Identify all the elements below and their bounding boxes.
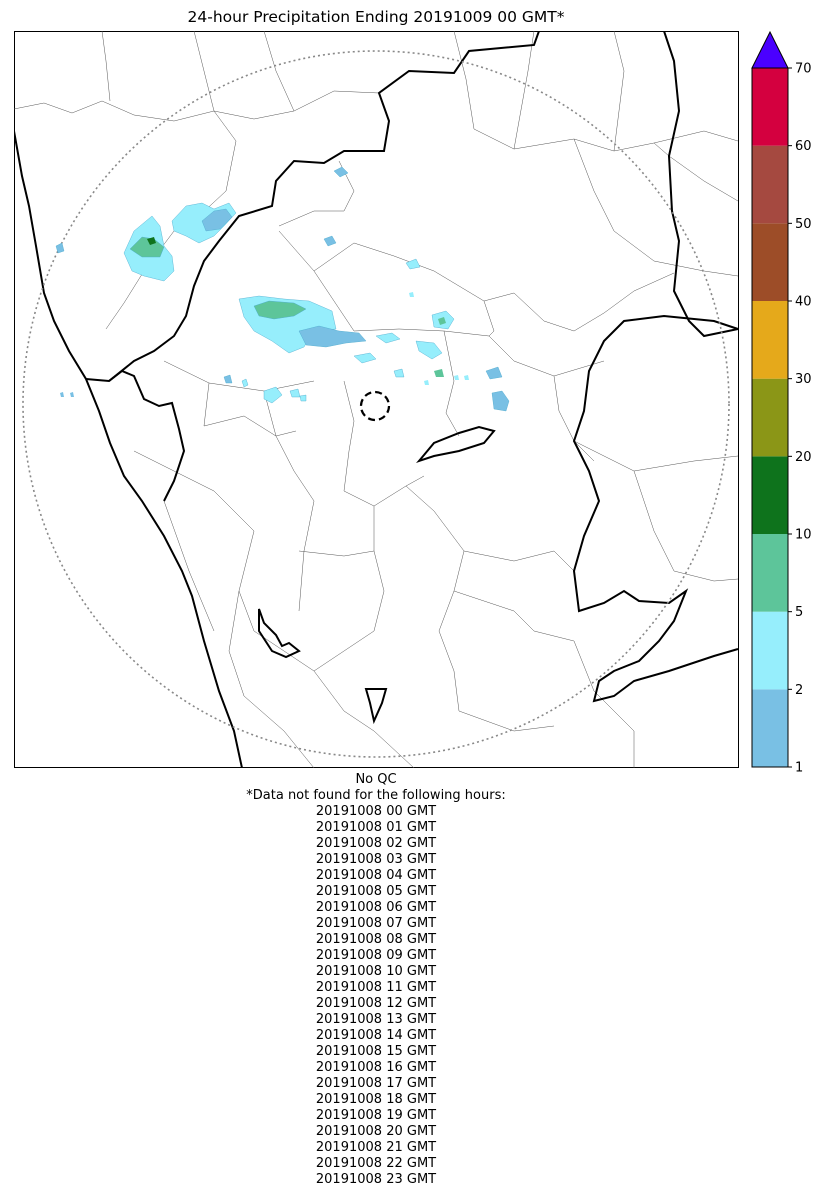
missing-hour-item: 20191008 23 GMT: [315, 1172, 437, 1187]
missing-hour-item: 20191008 03 GMT: [315, 852, 437, 867]
colorbar-tick-label: 30: [795, 372, 812, 387]
missing-hour-item: 20191008 13 GMT: [315, 1012, 437, 1027]
colorbar-tick-label: 50: [795, 217, 812, 232]
missing-hour-item: 20191008 10 GMT: [315, 964, 437, 979]
missing-hour-item: 20191008 20 GMT: [315, 1124, 437, 1139]
missing-hour-item: 20191008 02 GMT: [315, 836, 437, 851]
colorbar-segment: [752, 301, 788, 379]
precipitation-colorbar: 1 2 5 10 20 30 40 50 60 70: [751, 30, 812, 776]
colorbar-segment: [752, 223, 788, 301]
missing-hour-item: 20191008 07 GMT: [315, 916, 437, 931]
missing-hour-item: 20191008 14 GMT: [315, 1028, 437, 1043]
missing-hour-item: 20191008 01 GMT: [315, 820, 437, 835]
missing-hour-item: 20191008 16 GMT: [315, 1060, 437, 1075]
missing-hour-item: 20191008 15 GMT: [315, 1044, 437, 1059]
radar-site-marker: [359, 390, 391, 422]
colorbar-segments: [751, 30, 789, 768]
missing-hour-item: 20191008 18 GMT: [315, 1092, 437, 1107]
missing-hour-item: 20191008 12 GMT: [315, 996, 437, 1011]
coastline: [14, 130, 243, 768]
precipitation-map: [14, 31, 739, 768]
missing-data-note: *Data not found for the following hours:: [246, 788, 506, 803]
missing-hour-item: 20191008 00 GMT: [315, 804, 437, 819]
pocket-boundary: [258, 608, 301, 659]
missing-hour-item: 20191008 22 GMT: [315, 1156, 437, 1171]
pocket-boundary-2: [364, 688, 388, 725]
map-frame: [14, 31, 739, 768]
colorbar-segment: [752, 145, 788, 224]
colorbar-segment: [752, 534, 788, 612]
colorbar-segment: [752, 689, 788, 767]
colorbar-frame: [751, 67, 789, 768]
qc-note: No QC: [355, 772, 397, 787]
precipitation-areas: [55, 166, 510, 412]
colorbar-ticks: 1 2 5 10 20 30 40 50 60 70: [788, 62, 812, 776]
missing-hour-item: 20191008 06 GMT: [315, 900, 437, 915]
colorbar-segment: [752, 611, 788, 690]
colorbar-tick-label: 2: [795, 683, 803, 698]
colorbar-segment: [752, 68, 788, 146]
colorbar-tick-label: 20: [795, 450, 812, 465]
colorbar-tick-label: 70: [795, 62, 812, 77]
colorbar-tick-label: 60: [795, 139, 812, 154]
telangana-boundary: [663, 31, 739, 338]
colorbar-extend-arrow: [751, 30, 789, 69]
colorbar-tick-label: 40: [795, 295, 812, 310]
missing-hour-item: 20191008 21 GMT: [315, 1140, 437, 1155]
maharashtra-boundary: [108, 31, 540, 382]
colorbar-segment: [752, 456, 788, 534]
missing-hour-item: 20191008 19 GMT: [315, 1108, 437, 1123]
lake-boundary: [415, 425, 496, 464]
missing-hour-item: 20191008 09 GMT: [315, 948, 437, 963]
missing-hour-item: 20191008 11 GMT: [315, 980, 437, 995]
colorbar-tick-label: 5: [795, 605, 803, 620]
colorbar-tick-label: 1: [795, 761, 803, 776]
footnotes: No QC *Data not found for the following …: [14, 772, 738, 1188]
map-title: 24-hour Precipitation Ending 20191009 00…: [187, 8, 565, 26]
missing-hour-item: 20191008 17 GMT: [315, 1076, 437, 1091]
missing-hours-list: 20191008 00 GMT 20191008 01 GMT 20191008 0…: [14, 804, 738, 1188]
andhra-boundary: [572, 314, 739, 703]
missing-hour-item: 20191008 08 GMT: [315, 932, 437, 947]
state-borders: [14, 31, 739, 768]
colorbar-segment: [752, 378, 788, 457]
radar-range-ring: [22, 50, 730, 758]
colorbar-tick-label: 10: [795, 528, 812, 543]
missing-hour-item: 20191008 05 GMT: [315, 884, 437, 899]
missing-hour-item: 20191008 04 GMT: [315, 868, 437, 883]
